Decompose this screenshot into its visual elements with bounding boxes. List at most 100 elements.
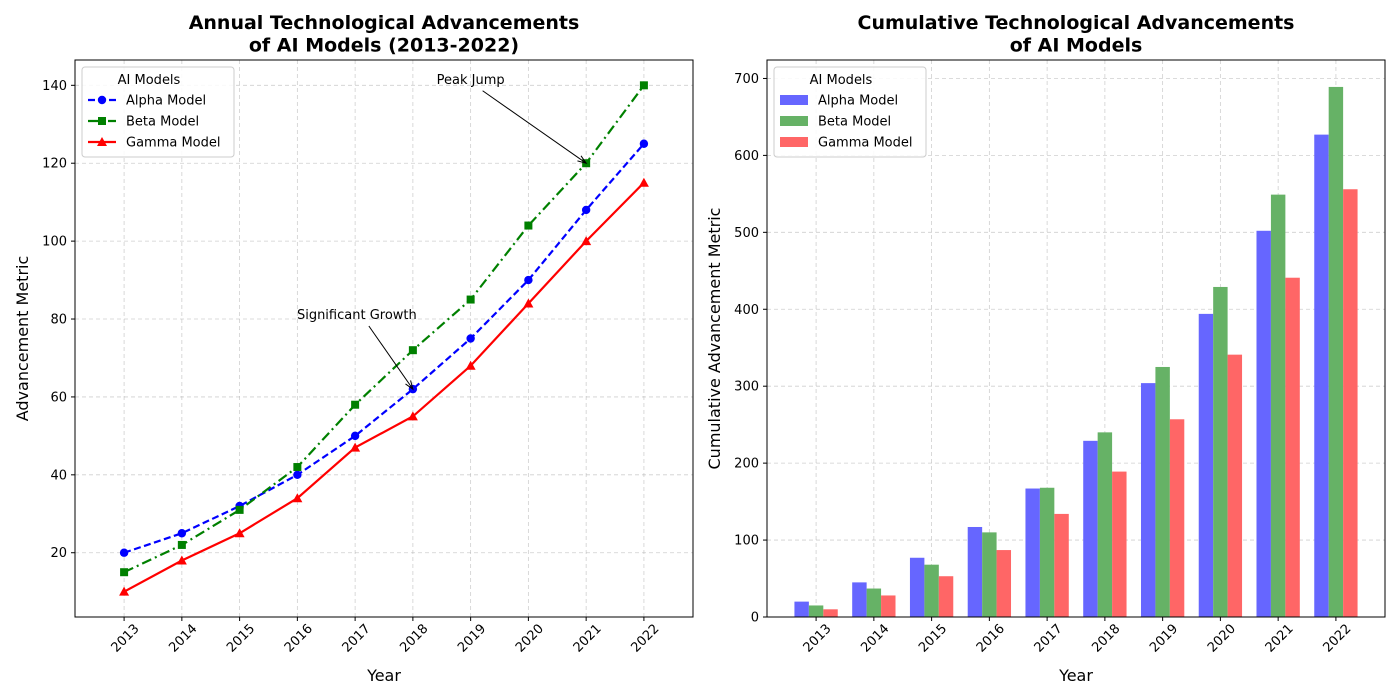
legend-box (773, 66, 927, 158)
x-tick-label: 2014 (166, 622, 200, 656)
bar-gamma-model (881, 595, 896, 617)
y-tick-label: 40 (50, 468, 67, 483)
bar-gamma-model (1343, 189, 1358, 618)
data-point (350, 442, 361, 452)
data-point (523, 298, 534, 308)
annotation-arrowhead (405, 380, 414, 391)
bar-alpha-model (1314, 134, 1329, 618)
x-tick-label: 2018 (397, 622, 431, 656)
series-line-gamma-model (123, 181, 645, 593)
bar-beta-model (1270, 194, 1286, 617)
data-point (581, 205, 591, 215)
bar-alpha-model (852, 582, 867, 617)
y-axis-label: Advancement Metric (13, 256, 32, 422)
data-point (350, 431, 360, 441)
annotation-arrow (368, 325, 414, 390)
bar-gamma-model (823, 609, 838, 617)
bar-alpha-model (1256, 230, 1271, 617)
x-tick-label: 2016 (974, 622, 1008, 656)
annotation-arrowhead (577, 155, 588, 165)
data-point (293, 470, 302, 480)
bar-alpha-model (1140, 383, 1156, 617)
x-tick-label: 2021 (1263, 622, 1297, 656)
bar-alpha-model (1025, 488, 1040, 617)
legend-entry: Alpha Model (818, 94, 898, 109)
data-point (235, 505, 244, 514)
annotation-arrow (482, 90, 587, 164)
axes-frame (766, 59, 1386, 618)
data-point (234, 528, 245, 538)
y-tick-label: 500 (734, 226, 759, 241)
series-line-alpha-model (123, 143, 645, 554)
x-tick-label: 2020 (513, 622, 547, 656)
bar-beta-model (1039, 487, 1055, 617)
data-point (465, 360, 476, 370)
bar-beta-model (1328, 86, 1344, 617)
x-tick-label: 2021 (571, 622, 605, 656)
bar-alpha-model (1198, 313, 1214, 617)
y-tick-label: 60 (50, 390, 67, 405)
bar-beta-model (866, 588, 882, 617)
data-point (466, 334, 475, 343)
data-point (408, 346, 417, 355)
legend-swatch (780, 116, 808, 126)
legend-entry: Beta Model (818, 115, 891, 130)
legend-entry: Gamma Model (818, 136, 913, 151)
series-line-beta-model (123, 84, 645, 574)
x-tick-label: 2017 (1032, 622, 1066, 656)
legend: AI Models Alpha Model Beta Model Gamma Mode… (773, 66, 927, 158)
legend-marker (97, 95, 107, 105)
chart-title: of AI Models (2013-2022) (249, 35, 519, 57)
bar-gamma-model (1285, 277, 1300, 617)
legend-title: AI Models (118, 73, 181, 88)
x-axis-label: Year (1058, 666, 1093, 685)
chart-title: Cumulative Technological Advancements (858, 12, 1295, 34)
data-point (176, 555, 187, 565)
bar-gamma-model (938, 576, 954, 617)
data-point (177, 529, 187, 538)
y-tick-label: 140 (42, 79, 67, 94)
y-tick-label: 200 (734, 457, 759, 472)
y-tick-label: 80 (50, 313, 67, 328)
legend-marker (97, 137, 107, 146)
y-tick-label: 300 (734, 380, 759, 395)
legend-box (81, 66, 235, 158)
x-tick-label: 2020 (1205, 622, 1239, 656)
bar-beta-model (1213, 286, 1228, 617)
legend-entry: Gamma Model (126, 136, 221, 151)
data-point (524, 275, 533, 285)
data-point (639, 81, 648, 90)
legend-entry: Beta Model (126, 115, 199, 130)
bar-alpha-model (794, 601, 809, 617)
data-point (639, 139, 649, 148)
x-tick-label: 2018 (1089, 622, 1123, 656)
x-tick-label: 2022 (628, 622, 662, 656)
x-tick-label: 2019 (455, 622, 489, 656)
annual-line-chart: Significant Growth Peak Jump 2013 2014 2015 2… (13, 12, 694, 685)
y-tick-label: 0 (751, 611, 759, 626)
y-tick-label: 100 (42, 235, 67, 250)
y-tick-label: 120 (42, 157, 67, 172)
bar-gamma-model (1054, 513, 1069, 617)
y-axis-label: Cumulative Advancement Metric (705, 208, 724, 470)
bar-beta-model (1155, 366, 1170, 617)
data-point (119, 548, 129, 557)
data-point (119, 586, 130, 596)
x-tick-label: 2017 (340, 622, 374, 656)
x-tick-label: 2019 (1147, 622, 1181, 656)
legend-entry: Alpha Model (126, 94, 206, 109)
bar-gamma-model (1112, 471, 1127, 617)
bar-beta-model (1097, 432, 1113, 617)
data-point (524, 221, 533, 230)
legend-title: AI Models (810, 73, 873, 88)
x-axis-label: Year (366, 666, 401, 685)
data-point (351, 400, 360, 409)
annotation-text: Significant Growth (297, 308, 417, 323)
data-point (177, 540, 186, 549)
legend-swatch (780, 137, 808, 147)
x-tick-label: 2015 (916, 622, 950, 656)
x-tick-label: 2016 (282, 622, 316, 656)
x-tick-label: 2013 (801, 622, 835, 656)
y-tick-label: 100 (734, 534, 759, 549)
